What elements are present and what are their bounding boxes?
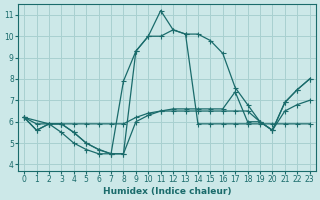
X-axis label: Humidex (Indice chaleur): Humidex (Indice chaleur) <box>103 187 231 196</box>
